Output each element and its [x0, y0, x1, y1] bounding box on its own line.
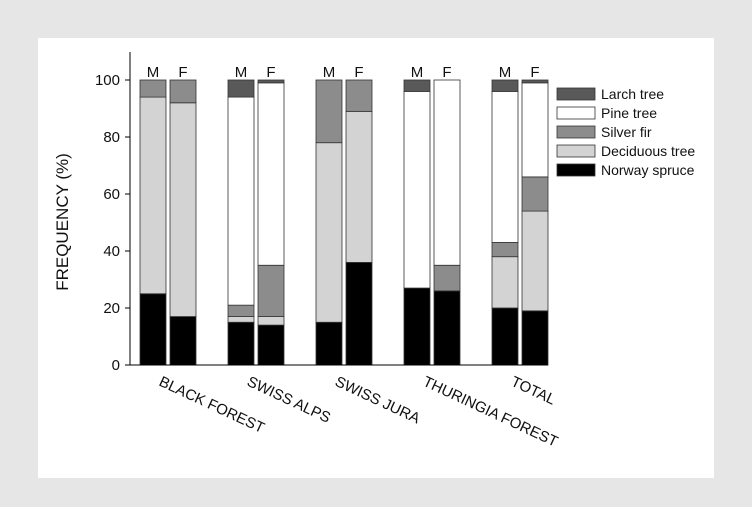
- bar-segment-pine-tree: [433, 79, 461, 266]
- bar-segment-norway-spruce: [315, 321, 343, 366]
- bar-segment-pine-tree: [257, 82, 285, 266]
- bar-segment-larch-tree: [491, 79, 519, 92]
- bar-segment-norway-spruce: [403, 287, 431, 366]
- legend-swatch-norway-spruce: [556, 163, 596, 177]
- legend-label: Larch tree: [601, 86, 664, 102]
- bar-segment-deciduous-tree: [315, 142, 343, 323]
- y-tick-label: 0: [112, 357, 120, 374]
- legend-label: Pine tree: [601, 105, 657, 121]
- bar-label-m: M: [411, 64, 424, 81]
- bar-label-m: M: [235, 64, 248, 81]
- bar-segment-deciduous-tree: [257, 316, 285, 326]
- y-tick-label: 20: [103, 300, 120, 317]
- bar-label-f: F: [530, 64, 539, 81]
- bar-segment-norway-spruce: [345, 261, 373, 366]
- bar-segment-silver-fir: [433, 264, 461, 292]
- y-tick-label: 80: [103, 129, 120, 146]
- bar-segment-silver-fir: [491, 242, 519, 258]
- legend-swatch-pine-tree: [556, 106, 596, 120]
- bar-segment-deciduous-tree: [139, 96, 167, 295]
- bar-segment-deciduous-tree: [169, 102, 197, 317]
- bar-segment-deciduous-tree: [345, 110, 373, 263]
- bar-segment-silver-fir: [345, 79, 373, 112]
- bar-segment-pine-tree: [521, 82, 549, 178]
- bar-label-f: F: [442, 64, 451, 81]
- bar-segment-norway-spruce: [521, 310, 549, 366]
- bar-segment-pine-tree: [227, 96, 255, 306]
- bar-label-m: M: [323, 64, 336, 81]
- legend-swatch-deciduous-tree: [556, 144, 596, 158]
- bar-segment-silver-fir: [227, 304, 255, 317]
- x-category-label: TOTAL: [508, 373, 558, 408]
- legend: Larch tree Pine tree Silver fir Deciduous t…: [556, 86, 695, 178]
- bar-label-f: F: [266, 64, 275, 81]
- bar-segment-pine-tree: [403, 91, 431, 289]
- legend-swatch-silver-fir: [556, 125, 596, 139]
- bar-segment-pine-tree: [491, 91, 519, 243]
- bar-segment-norway-spruce: [491, 307, 519, 366]
- legend-label: Deciduous tree: [601, 143, 695, 159]
- bar-label-f: F: [354, 64, 363, 81]
- bar-label-m: M: [147, 64, 160, 81]
- bar-segment-silver-fir: [139, 79, 167, 98]
- bar-segment-larch-tree: [403, 79, 431, 92]
- bar-segment-deciduous-tree: [521, 210, 549, 312]
- bar-label-m: M: [499, 64, 512, 81]
- bar-segment-silver-fir: [169, 79, 197, 104]
- bar-segment-norway-spruce: [139, 293, 167, 366]
- bar-segment-larch-tree: [521, 79, 549, 84]
- bar-segment-larch-tree: [227, 79, 255, 98]
- bar-segment-norway-spruce: [227, 321, 255, 366]
- y-tick-label: 40: [103, 243, 120, 260]
- legend-swatch-larch-tree: [556, 87, 596, 101]
- bar-label-f: F: [178, 64, 187, 81]
- legend-label: Norway spruce: [601, 162, 695, 178]
- bar-segment-silver-fir: [257, 264, 285, 317]
- bar-segment-larch-tree: [257, 79, 285, 84]
- bar-segment-deciduous-tree: [227, 316, 255, 323]
- bar-segment-silver-fir: [521, 176, 549, 212]
- y-tick-label: 100: [95, 72, 120, 89]
- bar-segment-norway-spruce: [169, 316, 197, 366]
- y-tick-label: 60: [103, 186, 120, 203]
- legend-label: Silver fir: [601, 124, 652, 140]
- bar-segment-silver-fir: [315, 79, 343, 144]
- bar-segment-norway-spruce: [433, 290, 461, 366]
- bar-segment-deciduous-tree: [491, 256, 519, 309]
- y-axis: 0 20 40 60 80 100: [95, 52, 131, 374]
- y-axis-label: FREQUENCY (%): [53, 153, 72, 291]
- bar-segment-norway-spruce: [257, 324, 285, 366]
- x-category-label: SWISS JURA: [332, 373, 422, 427]
